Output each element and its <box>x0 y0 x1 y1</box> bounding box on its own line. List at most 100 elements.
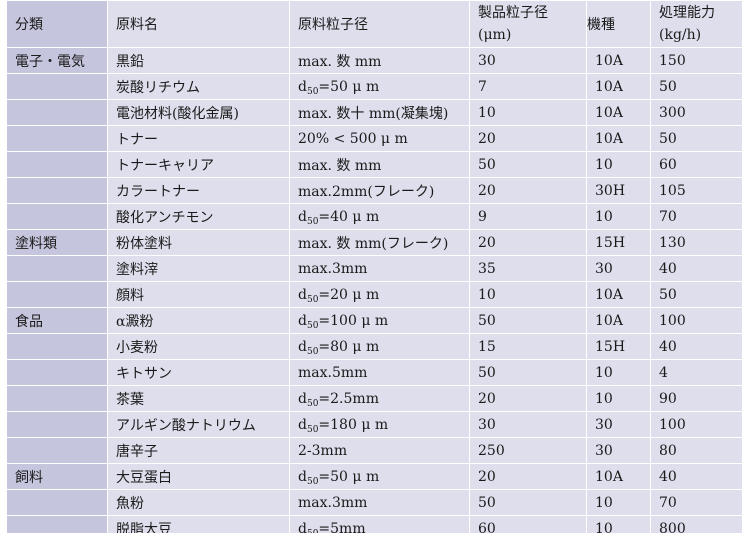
header-particle-size: 原料粒子径 <box>289 0 470 48</box>
cell-category: 電子・電気 <box>6 47 108 74</box>
cell-category <box>6 333 108 360</box>
cell-material: 酸化アンチモン <box>107 203 290 230</box>
cell-machine: 10A <box>586 99 651 126</box>
cell-particle-size: max. 数 mm <box>289 151 470 178</box>
cell-material: 大豆蛋白 <box>107 463 290 490</box>
cell-capacity: 90 <box>650 385 742 412</box>
header-capacity: 処理能力 (kg/h) <box>650 0 742 48</box>
size-subscript: 50 <box>306 216 319 227</box>
cell-particle-size: 2-3mm <box>289 437 470 464</box>
cell-machine: 15H <box>586 333 651 360</box>
cell-particle-size: max. 数 mm(フレーク) <box>289 229 470 256</box>
cell-particle-size: d50=40 μ m <box>289 203 470 230</box>
cell-machine: 10 <box>586 359 651 386</box>
size-value: =20 μ m <box>318 286 380 303</box>
cell-category <box>6 203 108 230</box>
cell-machine: 10 <box>586 203 651 230</box>
cell-category <box>6 359 108 386</box>
size-subscript: 50 <box>306 86 319 97</box>
cell-category <box>6 489 108 516</box>
cell-machine: 15H <box>586 229 651 256</box>
size-symbol: d <box>298 338 307 355</box>
size-symbol: d <box>298 468 307 485</box>
cell-category <box>6 177 108 204</box>
cell-particle-size: max. 数十 mm(凝集塊) <box>289 99 470 126</box>
cell-product-size: 35 <box>469 255 587 282</box>
cell-machine: 10 <box>586 489 651 516</box>
cell-machine: 10 <box>586 515 651 533</box>
cell-capacity: 80 <box>650 437 742 464</box>
cell-product-size: 30 <box>469 411 587 438</box>
header-product-size: 製品粒子径 (μm) <box>469 0 587 48</box>
cell-capacity: 70 <box>650 203 742 230</box>
header-product-size-line1: 製品粒子径 <box>478 5 548 21</box>
size-symbol: d <box>298 286 307 303</box>
size-value: =100 μ m <box>318 312 389 329</box>
cell-machine: 10A <box>586 307 651 334</box>
cell-particle-size: d50=20 μ m <box>289 281 470 308</box>
cell-capacity: 150 <box>650 47 742 74</box>
cell-material: 唐辛子 <box>107 437 290 464</box>
size-subscript: 50 <box>306 346 319 357</box>
size-subscript: 50 <box>306 424 319 435</box>
cell-category <box>6 437 108 464</box>
size-symbol: d <box>298 208 307 225</box>
cell-particle-size: max.5mm <box>289 359 470 386</box>
cell-capacity: 4 <box>650 359 742 386</box>
cell-product-size: 20 <box>469 125 587 152</box>
cell-particle-size: d50=5mm <box>289 515 470 533</box>
cell-machine: 10 <box>586 151 651 178</box>
cell-category <box>6 151 108 178</box>
cell-machine: 30 <box>586 411 651 438</box>
table-row: アルギン酸ナトリウム d50=180 μ m 30 30 100 <box>6 411 742 438</box>
cell-product-size: 50 <box>469 359 587 386</box>
cell-capacity: 300 <box>650 99 742 126</box>
table-row: 電子・電気 黒鉛 max. 数 mm 30 10A 150 <box>6 47 742 74</box>
table-row: 電池材料(酸化金属) max. 数十 mm(凝集塊) 10 10A 300 <box>6 99 742 126</box>
cell-category: 塗料類 <box>6 229 108 256</box>
table-row: 唐辛子 2-3mm 250 30 80 <box>6 437 742 464</box>
cell-product-size: 20 <box>469 229 587 256</box>
cell-material: トナーキャリア <box>107 151 290 178</box>
cell-category <box>6 125 108 152</box>
cell-capacity: 105 <box>650 177 742 204</box>
cell-material: 顔料 <box>107 281 290 308</box>
cell-category <box>6 255 108 282</box>
cell-material: キトサン <box>107 359 290 386</box>
cell-product-size: 50 <box>469 307 587 334</box>
cell-material: α澱粉 <box>107 307 290 334</box>
cell-machine: 30 <box>586 255 651 282</box>
size-value: =80 μ m <box>318 338 380 355</box>
cell-product-size: 20 <box>469 463 587 490</box>
materials-table: 分類 原料名 原料粒子径 製品粒子径 (μm) 機種 処理能力 (kg/h) 電… <box>6 0 742 533</box>
cell-product-size: 9 <box>469 203 587 230</box>
header-capacity-line1: 処理能力 <box>659 5 715 21</box>
cell-particle-size: d50=2.5mm <box>289 385 470 412</box>
cell-product-size: 10 <box>469 281 587 308</box>
cell-particle-size: d50=100 μ m <box>289 307 470 334</box>
cell-capacity: 40 <box>650 255 742 282</box>
table-row: 小麦粉 d50=80 μ m 15 15H 40 <box>6 333 742 360</box>
table-body: 電子・電気 黒鉛 max. 数 mm 30 10A 150 炭酸リチウム d50=50 μ m… <box>6 47 742 533</box>
cell-material: アルギン酸ナトリウム <box>107 411 290 438</box>
cell-machine: 10 <box>586 385 651 412</box>
size-value: =50 μ m <box>318 468 380 485</box>
cell-particle-size: d50=80 μ m <box>289 333 470 360</box>
cell-particle-size: d50=50 μ m <box>289 73 470 100</box>
cell-machine: 10A <box>586 73 651 100</box>
cell-material: 炭酸リチウム <box>107 73 290 100</box>
cell-material: 魚粉 <box>107 489 290 516</box>
cell-material: トナー <box>107 125 290 152</box>
cell-product-size: 10 <box>469 99 587 126</box>
header-category: 分類 <box>6 0 108 48</box>
size-subscript: 50 <box>306 476 319 487</box>
cell-material: 電池材料(酸化金属) <box>107 99 290 126</box>
cell-capacity: 50 <box>650 73 742 100</box>
cell-category <box>6 515 108 533</box>
table-row: 魚粉 max.3mm 50 10 70 <box>6 489 742 516</box>
cell-category: 飼料 <box>6 463 108 490</box>
cell-capacity: 130 <box>650 229 742 256</box>
cell-category <box>6 411 108 438</box>
cell-capacity: 60 <box>650 151 742 178</box>
